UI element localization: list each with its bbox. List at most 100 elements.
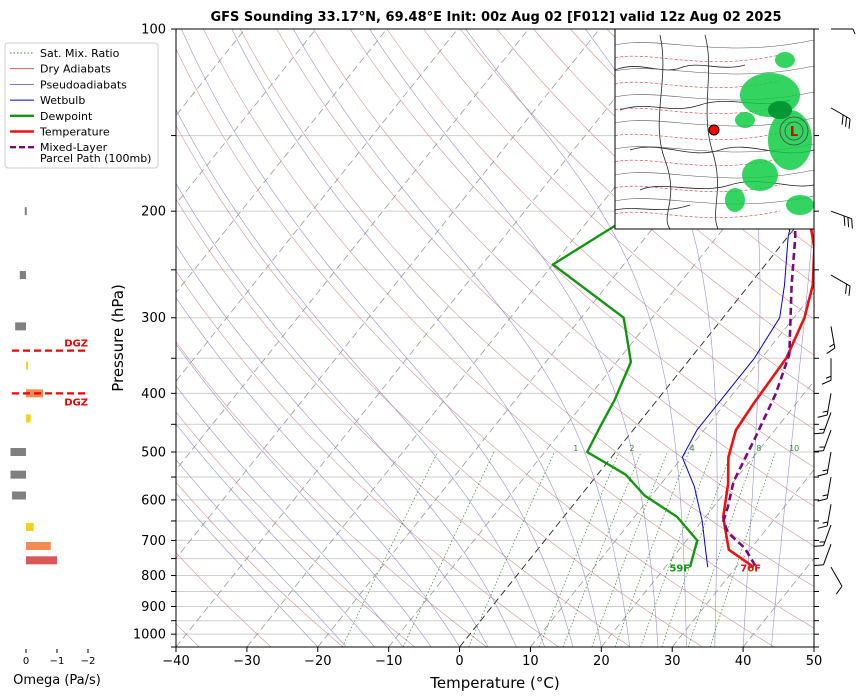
omega-panel: 0 −1 −2 DGZ DGZ bbox=[10, 93, 95, 667]
dry-adiabat bbox=[386, 29, 814, 430]
mixing-ratio-label: 4 bbox=[690, 444, 695, 453]
omega-tick-label: 0 bbox=[23, 656, 29, 667]
chart-title: GFS Sounding 33.17°N, 69.48°E Init: 00z … bbox=[210, 10, 781, 25]
barb-flag bbox=[817, 525, 828, 529]
barb-flag bbox=[817, 414, 828, 418]
x-tick-label: 30 bbox=[664, 654, 681, 669]
wind-barb bbox=[817, 476, 832, 502]
map-precip-area bbox=[735, 112, 755, 128]
dry-adiabat bbox=[176, 270, 559, 647]
barb-half-flag bbox=[829, 343, 835, 348]
barb-flag bbox=[813, 545, 824, 547]
x-tick-label: 50 bbox=[806, 654, 823, 669]
omega-bar bbox=[26, 522, 34, 531]
omega-bar bbox=[26, 414, 31, 423]
map-location-marker bbox=[708, 124, 720, 136]
wind-barb bbox=[830, 107, 851, 129]
wind-barb bbox=[831, 28, 856, 35]
map-border bbox=[704, 34, 719, 229]
barb-half-flag bbox=[822, 521, 828, 524]
wind-barb bbox=[817, 451, 832, 477]
pseudoadiabat bbox=[176, 343, 432, 647]
barb-half-flag bbox=[819, 446, 825, 448]
map-precip-area bbox=[725, 188, 745, 212]
legend-label: Pseudoadiabats bbox=[40, 78, 127, 91]
barb-half-flag bbox=[822, 469, 828, 472]
legend-label: Dry Adiabats bbox=[40, 63, 111, 76]
omega-bar bbox=[10, 470, 26, 479]
surface-temp-label: 59F bbox=[669, 564, 690, 575]
barb-flag bbox=[813, 432, 824, 435]
pseudoadiabat bbox=[181, 29, 574, 647]
barb-staff bbox=[826, 476, 832, 499]
map-precip-core bbox=[768, 101, 792, 119]
map-contour bbox=[615, 195, 814, 205]
map-thickness-contour bbox=[615, 210, 781, 218]
barb-staff bbox=[830, 566, 843, 587]
pseudoadiabat bbox=[176, 459, 347, 647]
wind-barb bbox=[826, 326, 836, 354]
barb-half-flag bbox=[819, 541, 825, 543]
barb-half-flag bbox=[825, 375, 832, 379]
mixing-ratio-label: 1 bbox=[573, 444, 578, 453]
pseudoadiabat bbox=[771, 206, 814, 647]
pseudoadiabat bbox=[293, 29, 630, 647]
barb-staff bbox=[830, 107, 851, 120]
barb-staff bbox=[826, 393, 832, 416]
map-low-contour bbox=[784, 121, 804, 141]
wind-barb bbox=[813, 543, 832, 567]
barb-half-flag bbox=[822, 410, 828, 413]
map-precip-area bbox=[742, 159, 778, 191]
barb-flag bbox=[813, 564, 824, 567]
pseudoadiabat bbox=[231, 29, 602, 647]
dry-adiabat bbox=[827, 29, 860, 647]
y-tick-label: 600 bbox=[141, 493, 166, 508]
barb-flag bbox=[841, 114, 844, 125]
barb-flag bbox=[835, 585, 843, 595]
map-low-label: L bbox=[790, 125, 798, 140]
barb-staff bbox=[830, 210, 852, 220]
mixing-ratio-label: 10 bbox=[789, 444, 799, 453]
inset-map-frame bbox=[614, 28, 815, 230]
barb-half-flag bbox=[852, 28, 856, 35]
barb-flag bbox=[817, 498, 828, 502]
legend: Sat. Mix. Ratio Dry Adiabats Pseudoadiabat… bbox=[4, 42, 159, 169]
isotherm-line bbox=[813, 646, 814, 647]
barb-staff bbox=[830, 274, 851, 287]
mixing-ratio-line bbox=[591, 451, 668, 647]
omega-bar bbox=[10, 448, 26, 457]
x-tick-label: 20 bbox=[593, 654, 610, 669]
pseudoadiabat bbox=[585, 29, 718, 647]
dry-adiabat bbox=[176, 198, 631, 647]
pseudoadiabat bbox=[176, 108, 545, 647]
mixing-ratio-line bbox=[661, 451, 732, 647]
mixing-ratio-label: 2 bbox=[629, 444, 634, 453]
barb-flag bbox=[813, 450, 824, 452]
dry-adiabat bbox=[239, 29, 814, 587]
map-border bbox=[658, 34, 672, 229]
barb-staff bbox=[826, 451, 832, 474]
mixing-ratio-line bbox=[538, 451, 620, 647]
map-border bbox=[639, 181, 814, 191]
legend-label: Wetbulb bbox=[40, 94, 85, 107]
pseudoadiabat bbox=[465, 29, 687, 647]
barb-flag bbox=[843, 215, 846, 226]
dry-adiabat bbox=[176, 552, 272, 647]
dry-adiabat bbox=[176, 481, 344, 647]
barb-half-flag bbox=[819, 428, 825, 430]
legend-label: Sat. Mix. Ratio bbox=[40, 47, 120, 60]
inset-map: L bbox=[614, 28, 815, 230]
barb-flag bbox=[847, 217, 850, 228]
pseudoadiabat bbox=[176, 182, 517, 647]
wind-barb bbox=[830, 274, 851, 296]
dry-adiabat bbox=[496, 29, 814, 320]
dry-adiabat bbox=[176, 48, 775, 647]
wind-barb bbox=[821, 358, 832, 385]
isotherm-line bbox=[176, 29, 671, 647]
barb-staff bbox=[823, 524, 832, 546]
mixing-ratio-line bbox=[341, 451, 439, 647]
wind-barb bbox=[830, 210, 853, 229]
pseudoadiabat bbox=[176, 423, 375, 647]
x-tick-label: −30 bbox=[233, 654, 260, 669]
